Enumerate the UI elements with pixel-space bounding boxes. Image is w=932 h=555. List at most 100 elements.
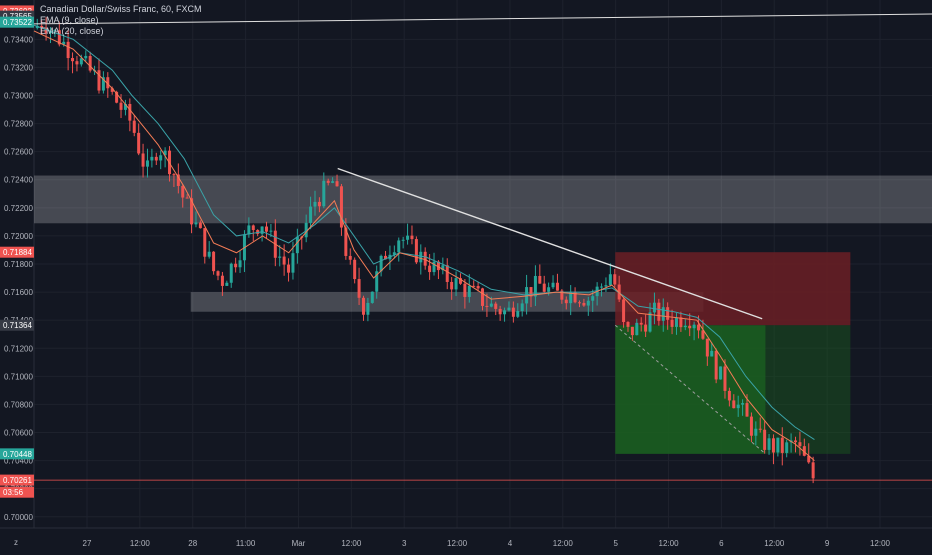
x-tick-label: 5 (613, 539, 618, 548)
price-label: 0.73565 (3, 12, 32, 21)
candle-body (617, 284, 621, 300)
x-tick-label: 12:00 (553, 539, 574, 548)
candle-body (79, 58, 83, 65)
candle-body (661, 307, 665, 321)
candle-body (538, 275, 542, 284)
candle-body (785, 442, 789, 453)
candle-body (401, 239, 405, 241)
candle-body (57, 30, 61, 45)
candle-body (494, 303, 498, 309)
candle-body (366, 302, 370, 315)
candle-body (154, 156, 158, 161)
candle-body (339, 186, 343, 228)
x-tick-label: 4 (508, 539, 513, 548)
candle-body (361, 297, 365, 315)
candle-body (44, 28, 48, 34)
candle-body (97, 70, 101, 91)
candle-body (551, 282, 555, 288)
candle-body (101, 77, 105, 91)
candle-body (547, 287, 551, 292)
candle-body (282, 256, 286, 265)
position-path-line (614, 324, 766, 455)
candle-body (705, 338, 709, 357)
candle-body (763, 429, 767, 450)
candle-body (710, 350, 714, 357)
y-tick-label: 0.71800 (4, 260, 33, 269)
x-tick-label: 28 (188, 539, 197, 548)
candle-body (533, 275, 537, 297)
y-tick-label: 0.72400 (4, 176, 33, 185)
candle-body (688, 325, 692, 329)
candle-body (212, 251, 216, 272)
candle-body (432, 261, 436, 273)
candle-body (397, 240, 401, 253)
candle-body (62, 41, 66, 45)
candle-body (234, 263, 238, 268)
candle-body (317, 201, 321, 207)
candle-body (287, 264, 291, 273)
candle-body (674, 317, 678, 327)
candle-body (344, 227, 348, 256)
candle-body (811, 462, 815, 479)
candle-body (498, 308, 502, 315)
x-tick-label: 27 (83, 539, 92, 548)
y-tick-label: 0.70600 (4, 429, 33, 438)
candle-body (441, 265, 445, 271)
candle-body (780, 437, 784, 453)
y-tick-label: 0.71600 (4, 288, 33, 297)
candle-body (723, 366, 727, 391)
candle-body (256, 230, 260, 234)
candle-body (291, 253, 295, 273)
candle-body (652, 302, 656, 313)
candle-body (145, 160, 149, 167)
candle-body (767, 438, 771, 450)
candle-body (326, 180, 330, 183)
candle-body (719, 366, 723, 380)
price-label-box (0, 319, 34, 331)
candle-body (586, 300, 590, 306)
y-tick-label: 0.73200 (4, 63, 33, 72)
candle-body (794, 440, 798, 443)
y-tick-label: 0.70400 (4, 457, 33, 466)
symbol-title: Canadian Dollar/Swiss Franc, 60, FXCM (40, 4, 202, 14)
top-left-line (33, 13, 932, 25)
x-tick-label: 12:00 (659, 539, 680, 548)
candle-body (159, 155, 163, 161)
price-label: 0.70448 (3, 450, 32, 459)
x-tick-label: 6 (719, 539, 724, 548)
candle-body (176, 174, 180, 186)
candle-body (66, 41, 70, 59)
candle-body (679, 317, 683, 328)
y-tick-label: 0.70800 (4, 400, 33, 409)
candle-body (348, 255, 352, 260)
candle-body (106, 77, 110, 89)
candle-body (529, 287, 533, 297)
y-tick-label: 0.72600 (4, 148, 33, 157)
candle-body (88, 55, 92, 71)
candle-body (251, 225, 255, 231)
candle-body (436, 261, 440, 271)
candle-body (639, 322, 643, 325)
candle-body (445, 265, 449, 282)
candle-body (560, 290, 564, 300)
candle-body (758, 428, 762, 430)
candle-body (626, 321, 630, 327)
candle-body (714, 350, 718, 380)
candle-body (754, 428, 758, 436)
candle-body (428, 265, 432, 273)
candle-body (564, 299, 568, 304)
price-label: 0.73522 (3, 18, 32, 27)
ema9-line (33, 30, 815, 461)
candle-body (123, 103, 127, 110)
candle-body (648, 312, 652, 332)
candle-body (489, 303, 493, 307)
candle-body (203, 228, 207, 257)
candle-body (697, 324, 701, 331)
candle-body (666, 307, 670, 320)
candle-body (511, 307, 515, 317)
candle-body (119, 102, 123, 110)
chart-legend: Canadian Dollar/Swiss Franc, 60, FXCM EM… (40, 4, 202, 37)
candle-body (613, 274, 617, 285)
